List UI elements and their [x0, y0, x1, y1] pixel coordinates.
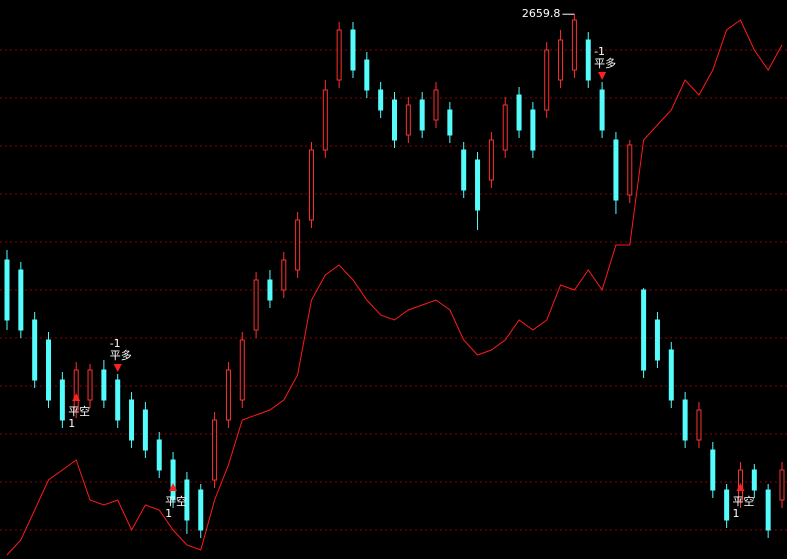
signal-arrow: [169, 483, 178, 491]
candle-body: [516, 94, 522, 131]
signal-text: 1: [165, 507, 172, 520]
signal-arrow: [72, 393, 81, 401]
candle-body: [101, 369, 107, 401]
candle-body: [212, 419, 218, 481]
candle-body: [73, 369, 79, 411]
candle-body: [571, 19, 577, 71]
candle-body: [378, 89, 384, 111]
candle-body: [364, 59, 370, 91]
candle-body: [419, 99, 425, 131]
candle-body: [46, 339, 52, 401]
candle-body: [170, 459, 176, 501]
candle-body: [641, 289, 647, 371]
candle-body: [239, 339, 245, 401]
candle-body: [253, 279, 259, 331]
candle-body: [558, 39, 564, 81]
candle-body: [281, 259, 287, 291]
candle-body: [129, 399, 135, 441]
signal-arrow: [736, 483, 745, 491]
signal-text: 平空: [732, 494, 754, 508]
candle-body: [502, 104, 508, 151]
candle-body: [198, 489, 204, 531]
signal-text: 1: [732, 507, 739, 520]
candle-body: [32, 319, 38, 381]
signal-text: 平空: [165, 494, 187, 508]
candle-body: [461, 149, 467, 191]
signal-arrow: [113, 364, 122, 372]
candle-body: [267, 279, 273, 301]
candle-body: [350, 29, 356, 71]
candle-body: [308, 149, 314, 221]
candle-body: [488, 139, 494, 181]
signal-text: 平多: [110, 348, 132, 362]
candle-body: [322, 89, 328, 151]
signal-text: 平多: [594, 56, 616, 70]
candle-body: [156, 439, 162, 471]
candle-body: [405, 104, 411, 136]
signal-text: 平空: [68, 404, 90, 418]
candle-body: [654, 319, 660, 361]
candle-body: [59, 379, 65, 421]
candle-body: [544, 49, 550, 111]
candle-body: [184, 479, 190, 521]
candle-body: [585, 39, 591, 81]
candle-body: [225, 369, 231, 421]
indicator-line: [6, 19, 783, 556]
candle-body: [87, 369, 93, 401]
candle-body: [779, 469, 785, 501]
candle-body: [295, 219, 301, 271]
candle-body: [668, 349, 674, 401]
candle-body: [392, 99, 397, 141]
candle-body: [447, 109, 453, 136]
signal-text: 1: [68, 417, 75, 430]
candle-body: [433, 89, 439, 121]
candle-body: [613, 139, 619, 201]
max-label: 2659.8: [522, 7, 561, 20]
candle-body: [336, 29, 342, 81]
candle-body: [4, 259, 10, 321]
candle-body: [682, 399, 688, 441]
candle-body: [765, 489, 771, 531]
candle-body: [530, 109, 536, 151]
signal-arrow: [598, 72, 607, 80]
signal-text: -1: [594, 45, 605, 58]
candle-body: [751, 469, 757, 491]
candle-body: [710, 449, 716, 491]
candle-body: [475, 159, 481, 211]
candle-body: [18, 269, 24, 331]
candle-body: [696, 409, 702, 441]
candle-body: [142, 409, 148, 451]
candle-body: [724, 489, 730, 521]
candle-body: [627, 144, 633, 196]
candle-body: [599, 89, 605, 131]
signal-text: -1: [110, 337, 121, 350]
candle-body: [115, 379, 121, 421]
